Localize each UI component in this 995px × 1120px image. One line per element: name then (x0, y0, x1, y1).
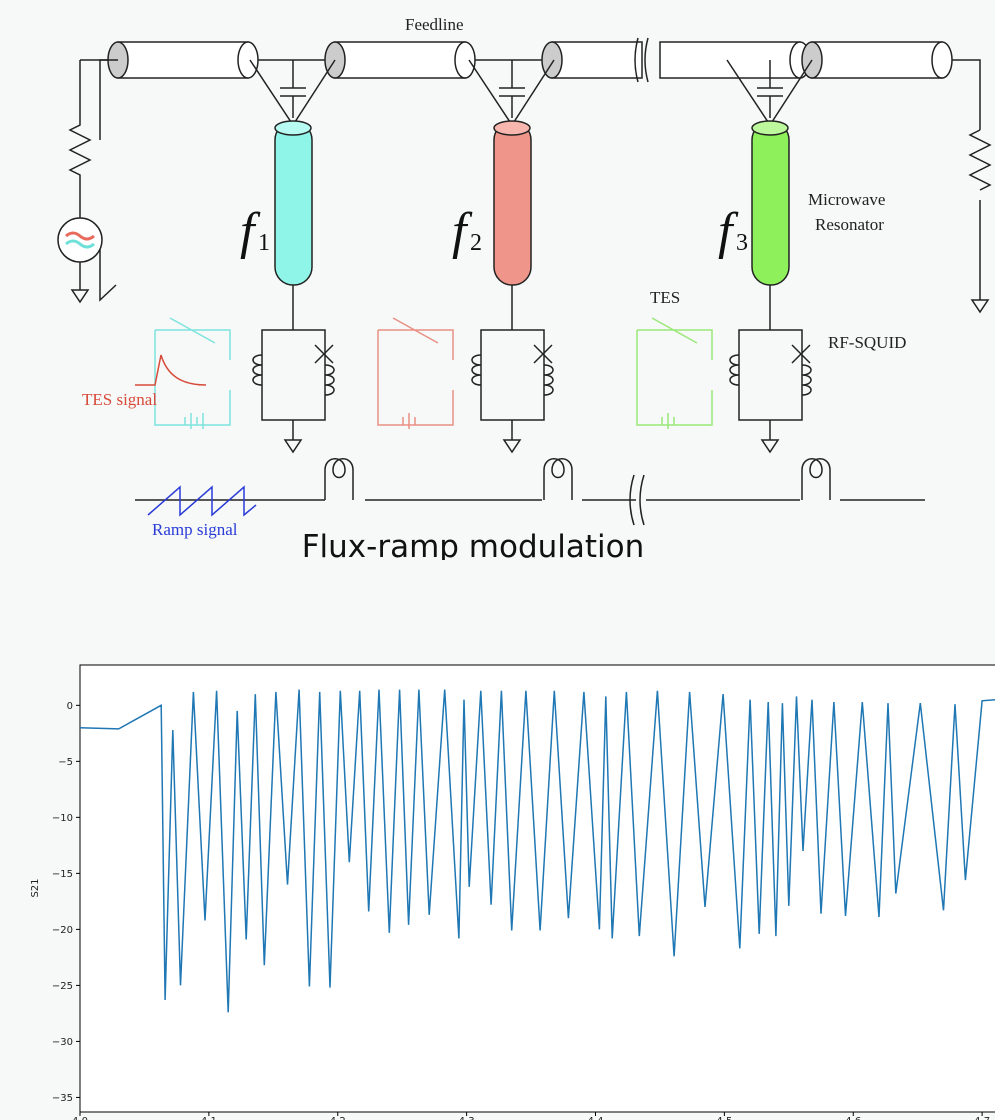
y-tick-label: −10 (52, 813, 73, 824)
data-line (79, 689, 995, 1013)
y-tick-label: −30 (52, 1037, 73, 1048)
x-tick-label: 4.0 (72, 1116, 88, 1120)
ramp-label: Ramp signal (152, 520, 238, 539)
freq-subscript: 1 (258, 230, 270, 256)
x-tick-label: 4.7 (974, 1116, 990, 1120)
tes-signal-label: TES signal (82, 390, 157, 409)
y-tick-label: 0 (67, 701, 73, 712)
freq-subscript: 2 (470, 230, 482, 256)
y-tick-label: −15 (52, 869, 73, 880)
x-tick-label: 4.5 (716, 1116, 732, 1120)
x-tick-label: 4.6 (845, 1116, 861, 1120)
chart: S21 0 −5 −10 −15 −20 −25 −30 −35 4.0 4.1 4.2 4.3 4.4… (30, 664, 995, 1120)
x-tick-label: 4.2 (330, 1116, 346, 1120)
y-tick-label: −35 (52, 1093, 73, 1104)
y-axis-label: S21 (30, 878, 41, 897)
freq-subscript: 3 (736, 230, 748, 256)
caption: Flux-ramp modulation (302, 529, 645, 560)
x-tick-label: 4.4 (588, 1116, 604, 1120)
resonator-label: Resonator (815, 215, 884, 234)
tes-label: TES (650, 288, 680, 307)
squid-label: RF-SQUID (828, 333, 906, 352)
y-tick-label: −20 (52, 925, 73, 936)
x-tick-label: 4.3 (459, 1116, 475, 1120)
y-tick-label: −5 (58, 757, 73, 768)
y-tick-label: −25 (52, 981, 73, 992)
x-tick-label: 4.1 (201, 1116, 217, 1120)
feedline-label: Feedline (405, 15, 464, 34)
resonator-label: Microwave (808, 190, 885, 209)
